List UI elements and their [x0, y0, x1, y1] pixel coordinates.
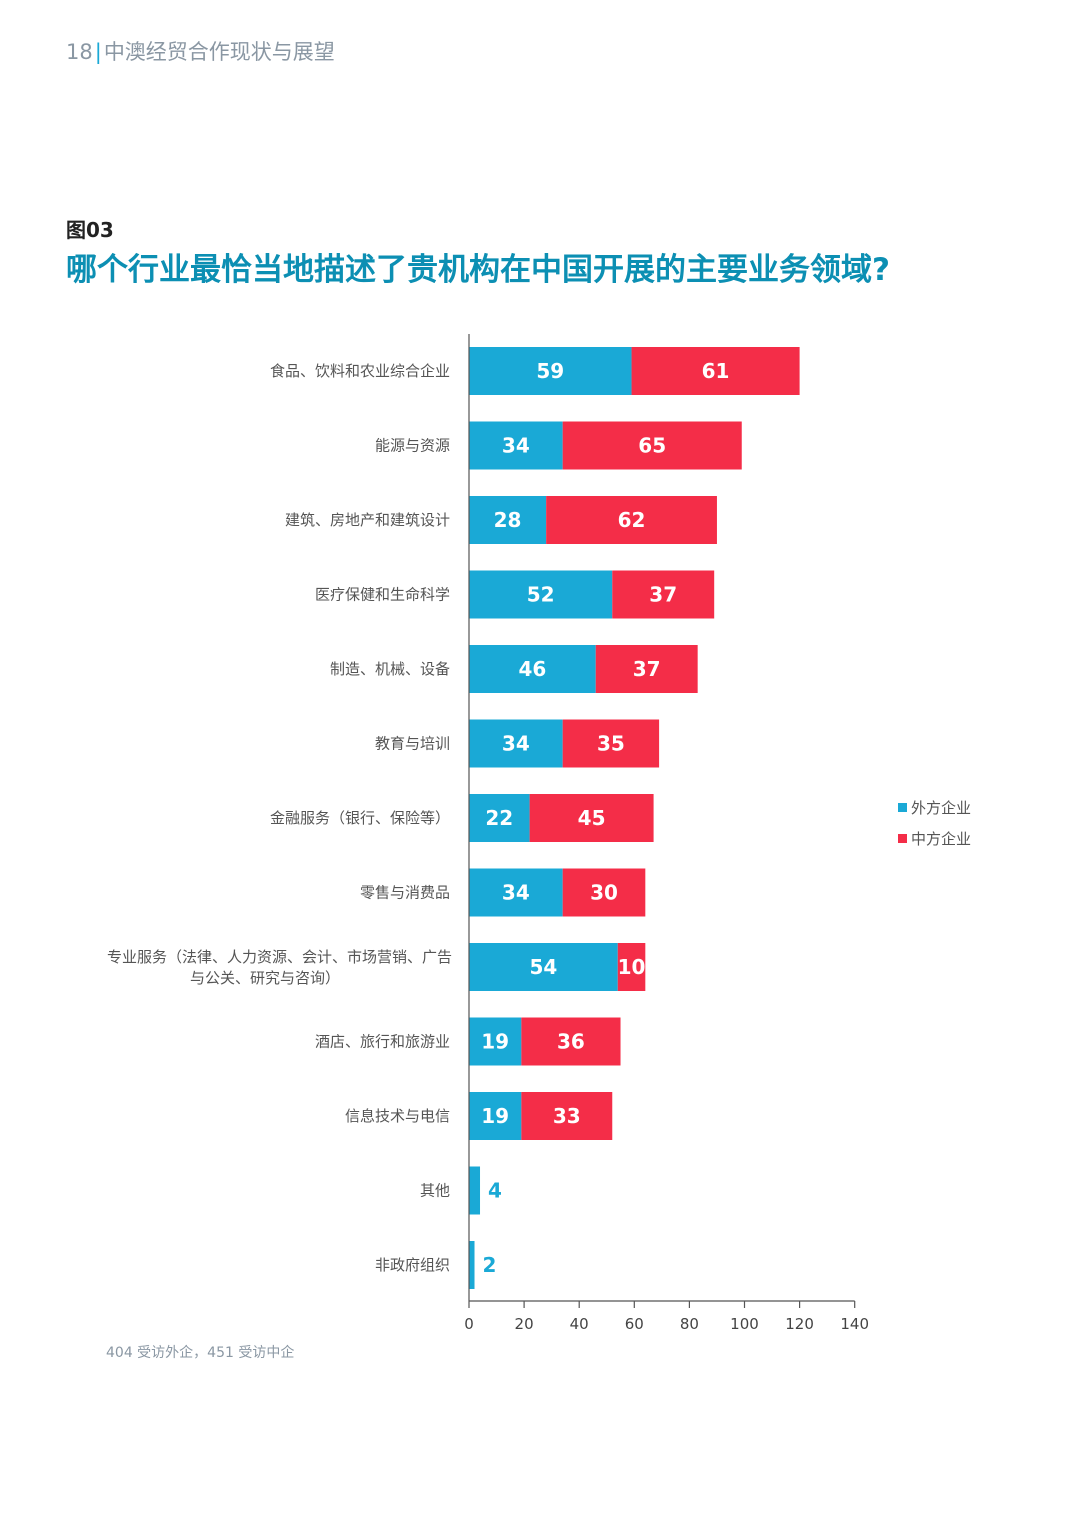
bar-value-chinese: 61: [702, 359, 730, 383]
category-label: 食品、饮料和农业综合企业: [270, 362, 450, 380]
bar-value-foreign: 54: [529, 955, 557, 979]
bar-value-chinese: 37: [633, 657, 661, 681]
bar-chinese: [546, 496, 717, 544]
category-label: 专业服务（法律、人力资源、会计、市场营销、广告: [107, 948, 452, 966]
bar-foreign: [469, 719, 563, 768]
bar-value-chinese: 36: [557, 1030, 585, 1054]
bar-value-foreign: 2: [483, 1253, 497, 1277]
category-label: 非政府组织: [375, 1256, 450, 1274]
bar-value-chinese: 30: [590, 881, 618, 905]
x-tick-label: 120: [785, 1315, 814, 1333]
category-label: 医疗保健和生命科学: [315, 586, 450, 604]
bar-foreign: [469, 1092, 522, 1140]
x-tick-label: 40: [570, 1315, 589, 1333]
bar-value-foreign: 19: [481, 1030, 509, 1054]
x-tick-label: 20: [515, 1315, 534, 1333]
document-title: 中澳经贸合作现状与展望: [103, 40, 335, 64]
bar-value-foreign: 19: [481, 1104, 509, 1128]
sample-note: 404 受访外企，451 受访中企: [106, 1345, 295, 1361]
bar-chinese: [529, 794, 654, 842]
category-label: 零售与消费品: [360, 884, 450, 902]
x-tick-label: 0: [464, 1315, 474, 1333]
category-label: 酒店、旅行和旅游业: [315, 1033, 450, 1051]
bar-chinese: [612, 570, 715, 619]
x-tick-label: 100: [730, 1315, 759, 1333]
bar-value-chinese: 35: [597, 732, 625, 756]
bar-chinese: [562, 421, 742, 470]
bar-foreign: [469, 496, 547, 544]
category-label: 金融服务（银行、保险等）: [270, 809, 450, 827]
bar-chinese: [562, 719, 660, 768]
bar-chinese: [631, 347, 800, 395]
bar-value-chinese: 10: [618, 955, 646, 979]
bar-foreign: [469, 347, 632, 395]
bar-foreign: [469, 1166, 481, 1215]
bar-foreign: [469, 570, 613, 619]
bar-value-foreign: 46: [518, 657, 546, 681]
bar-value-foreign: 28: [494, 508, 522, 532]
category-label: 能源与资源: [375, 437, 450, 455]
bar-value-foreign: 52: [527, 583, 555, 607]
x-tick-label: 140: [840, 1315, 869, 1333]
bar-chinese: [521, 1092, 613, 1140]
bar-value-chinese: 37: [649, 583, 677, 607]
bar-value-foreign: 4: [488, 1179, 502, 1203]
bar-foreign: [469, 645, 596, 693]
legend-swatch: [898, 834, 907, 843]
x-tick-label: 60: [625, 1315, 644, 1333]
figure-title: 哪个行业最恰当地描述了贵机构在中国开展的主要业务领域?: [66, 252, 890, 288]
bar-chinese: [595, 645, 698, 693]
x-tick-label: 80: [680, 1315, 699, 1333]
page-number: 18: [66, 40, 93, 64]
bar-foreign: [469, 421, 563, 470]
bar-value-chinese: 33: [553, 1104, 581, 1128]
bar-value-foreign: 34: [502, 434, 530, 458]
page-header: 18|中澳经贸合作现状与展望: [66, 36, 335, 66]
category-label: 与公关、研究与咨询）: [190, 969, 340, 987]
bar-foreign: [469, 868, 563, 917]
legend-label: 中方企业: [911, 830, 971, 848]
category-label: 建筑、房地产和建筑设计: [285, 511, 450, 529]
category-label: 信息技术与电信: [345, 1107, 450, 1125]
bar-foreign: [469, 1017, 522, 1066]
legend-swatch: [898, 803, 907, 812]
category-label: 制造、机械、设备: [330, 660, 450, 678]
category-label: 教育与培训: [375, 735, 450, 753]
category-label: 其他: [420, 1182, 450, 1200]
bar-chinese: [617, 943, 646, 991]
bar-foreign: [469, 943, 618, 991]
bar-value-chinese: 65: [638, 434, 666, 458]
stacked-bar-chart: 59 61 食品、饮料和农业综合企业 34 65 能源与资源 28 62 建筑、房地产和建筑设计…: [107, 334, 971, 1333]
bar-chinese: [521, 1017, 621, 1066]
figure-label: 图03: [66, 218, 114, 242]
bar-foreign: [469, 794, 530, 842]
bar-value-chinese: 62: [618, 508, 646, 532]
bar-value-chinese: 45: [578, 806, 606, 830]
bar-value-foreign: 59: [536, 359, 564, 383]
bar-chinese: [562, 868, 646, 917]
bar-value-foreign: 34: [502, 881, 530, 905]
legend-label: 外方企业: [911, 799, 971, 817]
bar-value-foreign: 34: [502, 732, 530, 756]
bar-value-foreign: 22: [485, 806, 513, 830]
header-separator: |: [94, 40, 102, 64]
bar-foreign: [469, 1241, 475, 1289]
